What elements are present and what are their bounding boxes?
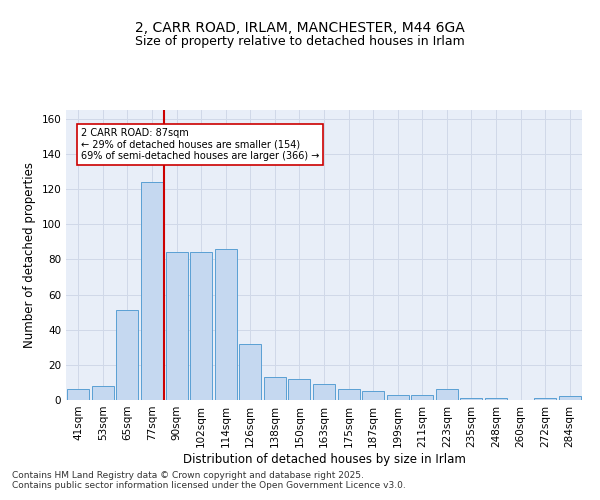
Bar: [485, 398, 507, 400]
Bar: [92, 386, 114, 400]
Bar: [338, 390, 359, 400]
Text: Contains HM Land Registry data © Crown copyright and database right 2025.
Contai: Contains HM Land Registry data © Crown c…: [12, 470, 406, 490]
Bar: [460, 398, 482, 400]
Bar: [166, 252, 188, 400]
Bar: [264, 377, 286, 400]
Bar: [67, 390, 89, 400]
Bar: [190, 252, 212, 400]
Bar: [436, 390, 458, 400]
Bar: [215, 249, 237, 400]
Bar: [313, 384, 335, 400]
Y-axis label: Number of detached properties: Number of detached properties: [23, 162, 36, 348]
Bar: [362, 391, 384, 400]
Text: 2, CARR ROAD, IRLAM, MANCHESTER, M44 6GA: 2, CARR ROAD, IRLAM, MANCHESTER, M44 6GA: [135, 20, 465, 34]
Bar: [239, 344, 262, 400]
Bar: [534, 398, 556, 400]
Bar: [141, 182, 163, 400]
Bar: [116, 310, 139, 400]
X-axis label: Distribution of detached houses by size in Irlam: Distribution of detached houses by size …: [182, 452, 466, 466]
Bar: [411, 394, 433, 400]
Text: Size of property relative to detached houses in Irlam: Size of property relative to detached ho…: [135, 34, 465, 48]
Bar: [386, 394, 409, 400]
Text: 2 CARR ROAD: 87sqm
← 29% of detached houses are smaller (154)
69% of semi-detach: 2 CARR ROAD: 87sqm ← 29% of detached hou…: [81, 128, 319, 161]
Bar: [559, 396, 581, 400]
Bar: [289, 379, 310, 400]
